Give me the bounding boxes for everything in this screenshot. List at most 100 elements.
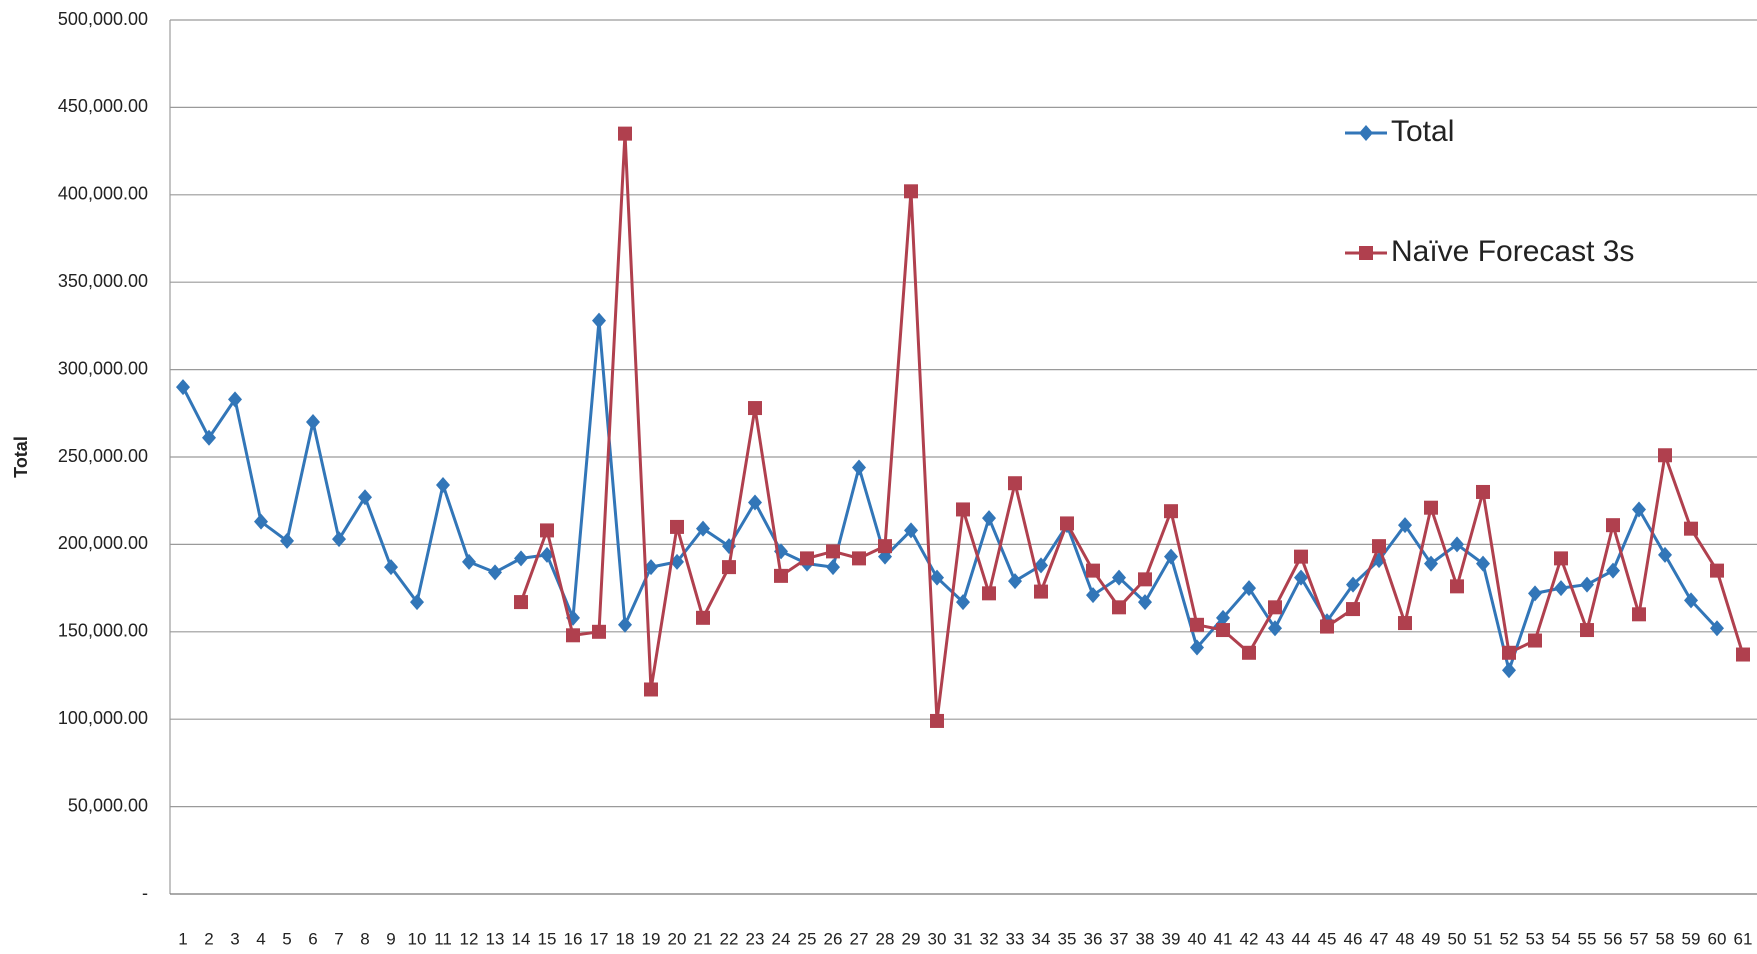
data-point: [904, 184, 918, 198]
x-tick-label: 54: [1552, 929, 1571, 948]
x-tick-label: 44: [1292, 929, 1311, 948]
data-point: [1450, 536, 1464, 552]
y-axis-label: Total: [11, 436, 31, 478]
data-point: [514, 595, 528, 609]
data-point: [1294, 550, 1308, 564]
data-point: [566, 628, 580, 642]
data-point: [1320, 620, 1334, 634]
x-tick-label: 41: [1214, 929, 1233, 948]
x-tick-label: 59: [1682, 929, 1701, 948]
x-tick-label: 20: [668, 929, 687, 948]
data-point: [1268, 600, 1282, 614]
data-point: [1138, 572, 1152, 586]
data-point: [644, 682, 658, 696]
x-tick-label: 10: [408, 929, 427, 948]
x-tick-label: 45: [1318, 929, 1337, 948]
data-point: [1060, 516, 1074, 530]
y-tick-label: 300,000.00: [58, 358, 148, 378]
x-tick-label: 33: [1006, 929, 1025, 948]
x-tick-label: 37: [1110, 929, 1129, 948]
data-point: [1086, 587, 1100, 603]
y-tick-label: 400,000.00: [58, 184, 148, 204]
x-tick-label: 58: [1656, 929, 1675, 948]
y-tick-label: 250,000.00: [58, 446, 148, 466]
data-point: [1476, 485, 1490, 499]
y-tick-label: 200,000.00: [58, 533, 148, 553]
chart: Total -50,000.00100,000.00150,000.00200,…: [0, 0, 1757, 954]
y-tick-label: 100,000.00: [58, 708, 148, 728]
x-tick-label: 43: [1266, 929, 1285, 948]
data-point: [826, 559, 840, 575]
data-point: [774, 569, 788, 583]
data-point: [592, 313, 606, 329]
x-tick-label: 49: [1422, 929, 1441, 948]
x-tick-label: 19: [642, 929, 661, 948]
x-tick-label: 9: [386, 929, 395, 948]
data-point: [1606, 518, 1620, 532]
data-point: [1346, 602, 1360, 616]
x-tick-label: 28: [876, 929, 895, 948]
data-point: [592, 625, 606, 639]
data-point: [1424, 501, 1438, 515]
legend-label: Total: [1391, 115, 1454, 148]
data-point: [1580, 623, 1594, 637]
data-point: [462, 554, 476, 570]
data-point: [1190, 618, 1204, 632]
data-point: [540, 523, 554, 537]
x-tick-label: 61: [1734, 929, 1753, 948]
y-tick-label: 500,000.00: [58, 9, 148, 29]
x-tick-label: 7: [334, 929, 343, 948]
y-tick-label: 150,000.00: [58, 621, 148, 641]
data-point: [1580, 577, 1594, 593]
x-tick-label: 47: [1370, 929, 1389, 948]
series-line: [521, 134, 1743, 721]
x-tick-label: 29: [902, 929, 921, 948]
data-point: [956, 502, 970, 516]
data-point: [176, 379, 190, 395]
x-tick-label: 42: [1240, 929, 1259, 948]
x-tick-label: 53: [1526, 929, 1545, 948]
x-tick-label: 31: [954, 929, 973, 948]
data-point: [280, 533, 294, 549]
data-point: [1008, 476, 1022, 490]
x-tick-label: 2: [204, 929, 213, 948]
data-point: [306, 414, 320, 430]
data-point: [1606, 563, 1620, 579]
data-point: [1242, 646, 1256, 660]
x-tick-label: 57: [1630, 929, 1649, 948]
data-point: [1450, 579, 1464, 593]
x-tick-label: 48: [1396, 929, 1415, 948]
x-tick-label: 26: [824, 929, 843, 948]
x-tick-label: 5: [282, 929, 291, 948]
data-point: [1554, 580, 1568, 596]
legend-label: Naïve Forecast 3s: [1391, 235, 1634, 268]
y-tick-label: 350,000.00: [58, 271, 148, 291]
data-point: [878, 539, 892, 553]
x-tick-label: 55: [1578, 929, 1597, 948]
data-point: [1528, 585, 1542, 601]
data-point: [1476, 556, 1490, 572]
data-point: [670, 520, 684, 534]
data-point: [982, 510, 996, 526]
x-tick-label: 50: [1448, 929, 1467, 948]
data-point: [1684, 522, 1698, 536]
data-point: [1086, 564, 1100, 578]
x-tick-label: 24: [772, 929, 791, 948]
x-tick-label: 8: [360, 929, 369, 948]
x-tick-label: 30: [928, 929, 947, 948]
data-point: [1502, 662, 1516, 678]
x-tick-label: 35: [1058, 929, 1077, 948]
x-tick-label: 39: [1162, 929, 1181, 948]
data-point: [618, 127, 632, 141]
x-tick-label: 38: [1136, 929, 1155, 948]
data-point: [800, 551, 814, 565]
data-point: [722, 560, 736, 574]
x-tick-label: 11: [434, 929, 452, 948]
data-point: [826, 544, 840, 558]
data-point: [1658, 448, 1672, 462]
x-tick-label: 15: [538, 929, 557, 948]
x-tick-label: 13: [486, 929, 505, 948]
data-point: [1359, 246, 1373, 260]
x-tick-label: 25: [798, 929, 817, 948]
x-tick-label: 22: [720, 929, 739, 948]
